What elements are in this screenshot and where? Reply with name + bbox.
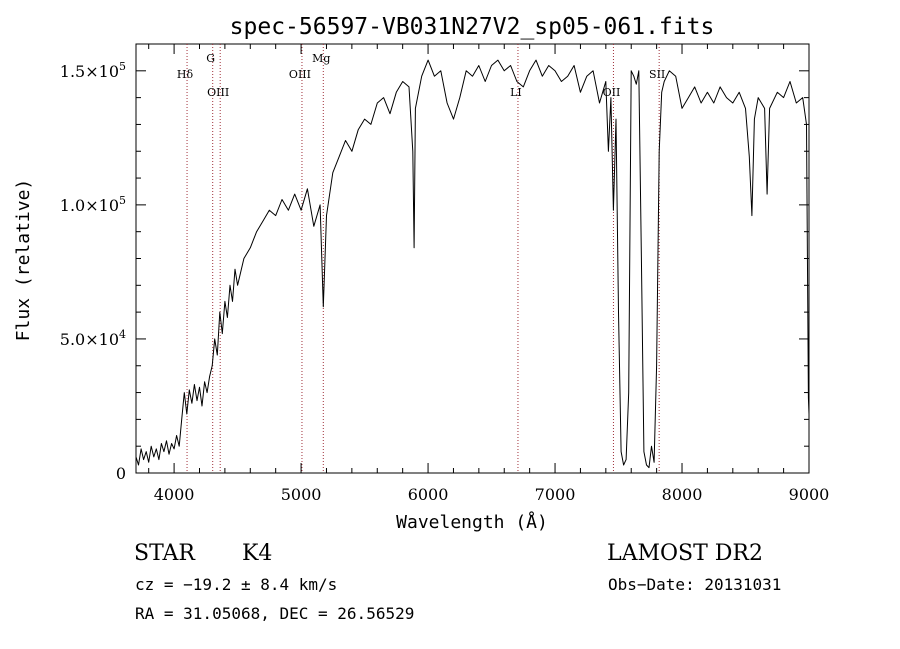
y-tick-label-1: 5.0×104 (60, 328, 126, 349)
x-tick-label-5: 9000 (789, 485, 830, 504)
y-tick-label-3: 1.5×105 (60, 60, 126, 81)
line-marker-label-0: Hδ (177, 68, 194, 81)
y-tick-label-0: 0 (116, 464, 126, 483)
x-tick-label-3: 7000 (535, 485, 576, 504)
survey-label: LAMOST DR2 (607, 541, 763, 566)
line-marker-label-6: OII (603, 86, 621, 99)
coordinates-text: RA = 31.05068, DEC = 26.56529 (135, 604, 414, 623)
x-tick-label-4: 8000 (662, 485, 703, 504)
plot-frame (135, 43, 810, 474)
y-axis-label: Flux (relative) (13, 179, 34, 342)
series-line-0 (135, 59, 810, 469)
x-tick-label-1: 5000 (281, 485, 322, 504)
line-marker-label-1: G (206, 52, 215, 65)
line-marker-label-3: OIII (289, 68, 311, 81)
y-axis-ticks: 0 5.0×104 1.0×105 1.5×105 (60, 60, 809, 483)
velocity-text: cz = −19.2 ± 8.4 km/s (135, 575, 337, 594)
obs-date-text: Obs−Date: 20131031 (608, 575, 781, 594)
object-subclass: K4 (242, 541, 272, 566)
y-tick-label-2: 1.0×105 (60, 194, 126, 215)
x-axis-label: Wavelength (Å) (396, 511, 548, 533)
line-marker-label-7: SII (649, 68, 665, 81)
x-tick-label-2: 6000 (408, 485, 449, 504)
flux-series (135, 59, 810, 469)
line-marker-label-5: LI (510, 86, 522, 99)
x-tick-label-0: 4000 (154, 485, 195, 504)
chart-title: spec-56597-VB031N27V2_sp05-061.fits (230, 14, 715, 40)
line-marker-label-2: OIII (207, 86, 229, 99)
object-class: STAR (134, 541, 196, 566)
x-axis-ticks: 4000 5000 6000 7000 8000 9000 (148, 44, 830, 504)
line-marker-label-4: Mg (312, 52, 330, 65)
